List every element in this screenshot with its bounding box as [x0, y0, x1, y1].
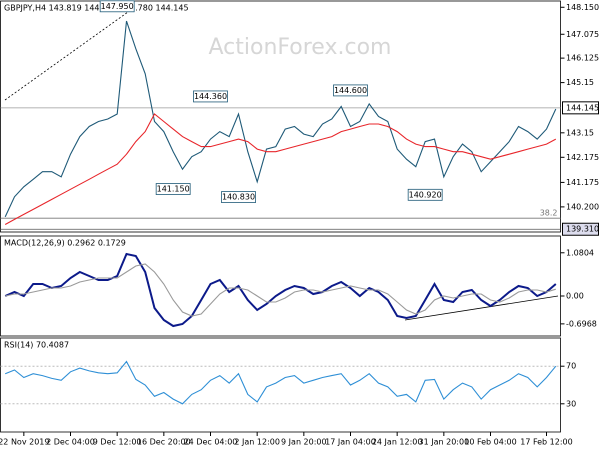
x-tick-label: 22 Nov 2019: [0, 438, 49, 447]
last-price-label: 144.145: [566, 103, 599, 112]
y-tick-label: -0.6968: [566, 319, 597, 328]
annotation-label: 140.830: [222, 193, 255, 202]
y-tick-label: 146.125: [566, 54, 599, 63]
watermark: ActionForex.com: [209, 35, 392, 60]
series-line: [4, 20, 557, 218]
y-tick-label: 141.175: [566, 178, 599, 187]
annotation-label: 140.920: [409, 190, 442, 199]
x-tick-label: 10 Feb 04:00: [464, 438, 516, 447]
series-line: [5, 263, 556, 317]
x-tick-label: 24 Dec 04:00: [184, 438, 238, 447]
y-tick-label: 147.075: [566, 30, 599, 39]
x-tick-label: 24 Jan 12:00: [372, 438, 423, 447]
last-price-box: [562, 101, 599, 115]
series-line: [4, 113, 557, 225]
x-tick-label: 9 Dec 12:00: [93, 438, 142, 447]
y-tick-label: 70: [566, 362, 576, 371]
y-tick-label: 142.175: [566, 153, 599, 162]
trend-line: [4, 11, 129, 101]
annotation-box: [193, 90, 228, 103]
annotation-label: 147.950: [101, 2, 134, 11]
macd-trend-line: [404, 295, 559, 321]
rsi-title: RSI(14) 70.4087: [4, 341, 69, 350]
macd-title: MACD(12,26,9) 0.2962 0.1729: [4, 239, 126, 248]
fib-label: 38.2: [540, 209, 558, 218]
x-tick-label: 2 Jan 12:00: [234, 438, 280, 447]
annotation-label: 141.150: [157, 185, 190, 194]
price-panel: [0, 0, 561, 233]
annotation-box: [407, 188, 443, 201]
price-title: GBPJPY,H4 143.819 144.231 143.780 144.14…: [4, 4, 189, 13]
annotation-label: 144.360: [194, 92, 227, 101]
y-tick-label: 143.15: [566, 128, 594, 137]
x-tick-label: 9 Jan 20:00: [281, 438, 327, 447]
x-tick-label: 2 Dec 04:00: [46, 438, 95, 447]
y-tick-label: 145.15: [566, 78, 594, 87]
x-tick-label: 17 Jan 04:00: [325, 438, 376, 447]
annotation-box: [333, 84, 368, 97]
y-tick-label: 0.00: [566, 292, 584, 301]
rsi-panel: [0, 337, 561, 433]
support-box: [562, 222, 599, 236]
y-tick-label: 1.0804: [566, 248, 594, 257]
annotation-label: 144.600: [334, 86, 367, 95]
y-tick-label: 30: [566, 399, 576, 408]
support-label: 139.310: [566, 225, 599, 234]
x-tick-label: 17 Feb 12:00: [520, 438, 572, 447]
x-tick-label: 16 Dec 20:00: [137, 438, 191, 447]
y-tick-label: 148.150: [566, 3, 599, 12]
annotation-box: [155, 183, 191, 195]
y-tick-label: 140.200: [566, 202, 599, 211]
annotation-box: [99, 0, 135, 13]
macd-panel: [0, 235, 561, 337]
annotation-box: [221, 191, 256, 203]
x-tick-label: 31 Jan 20:00: [419, 438, 470, 447]
series-line: [4, 360, 557, 405]
series-line: [4, 252, 557, 328]
